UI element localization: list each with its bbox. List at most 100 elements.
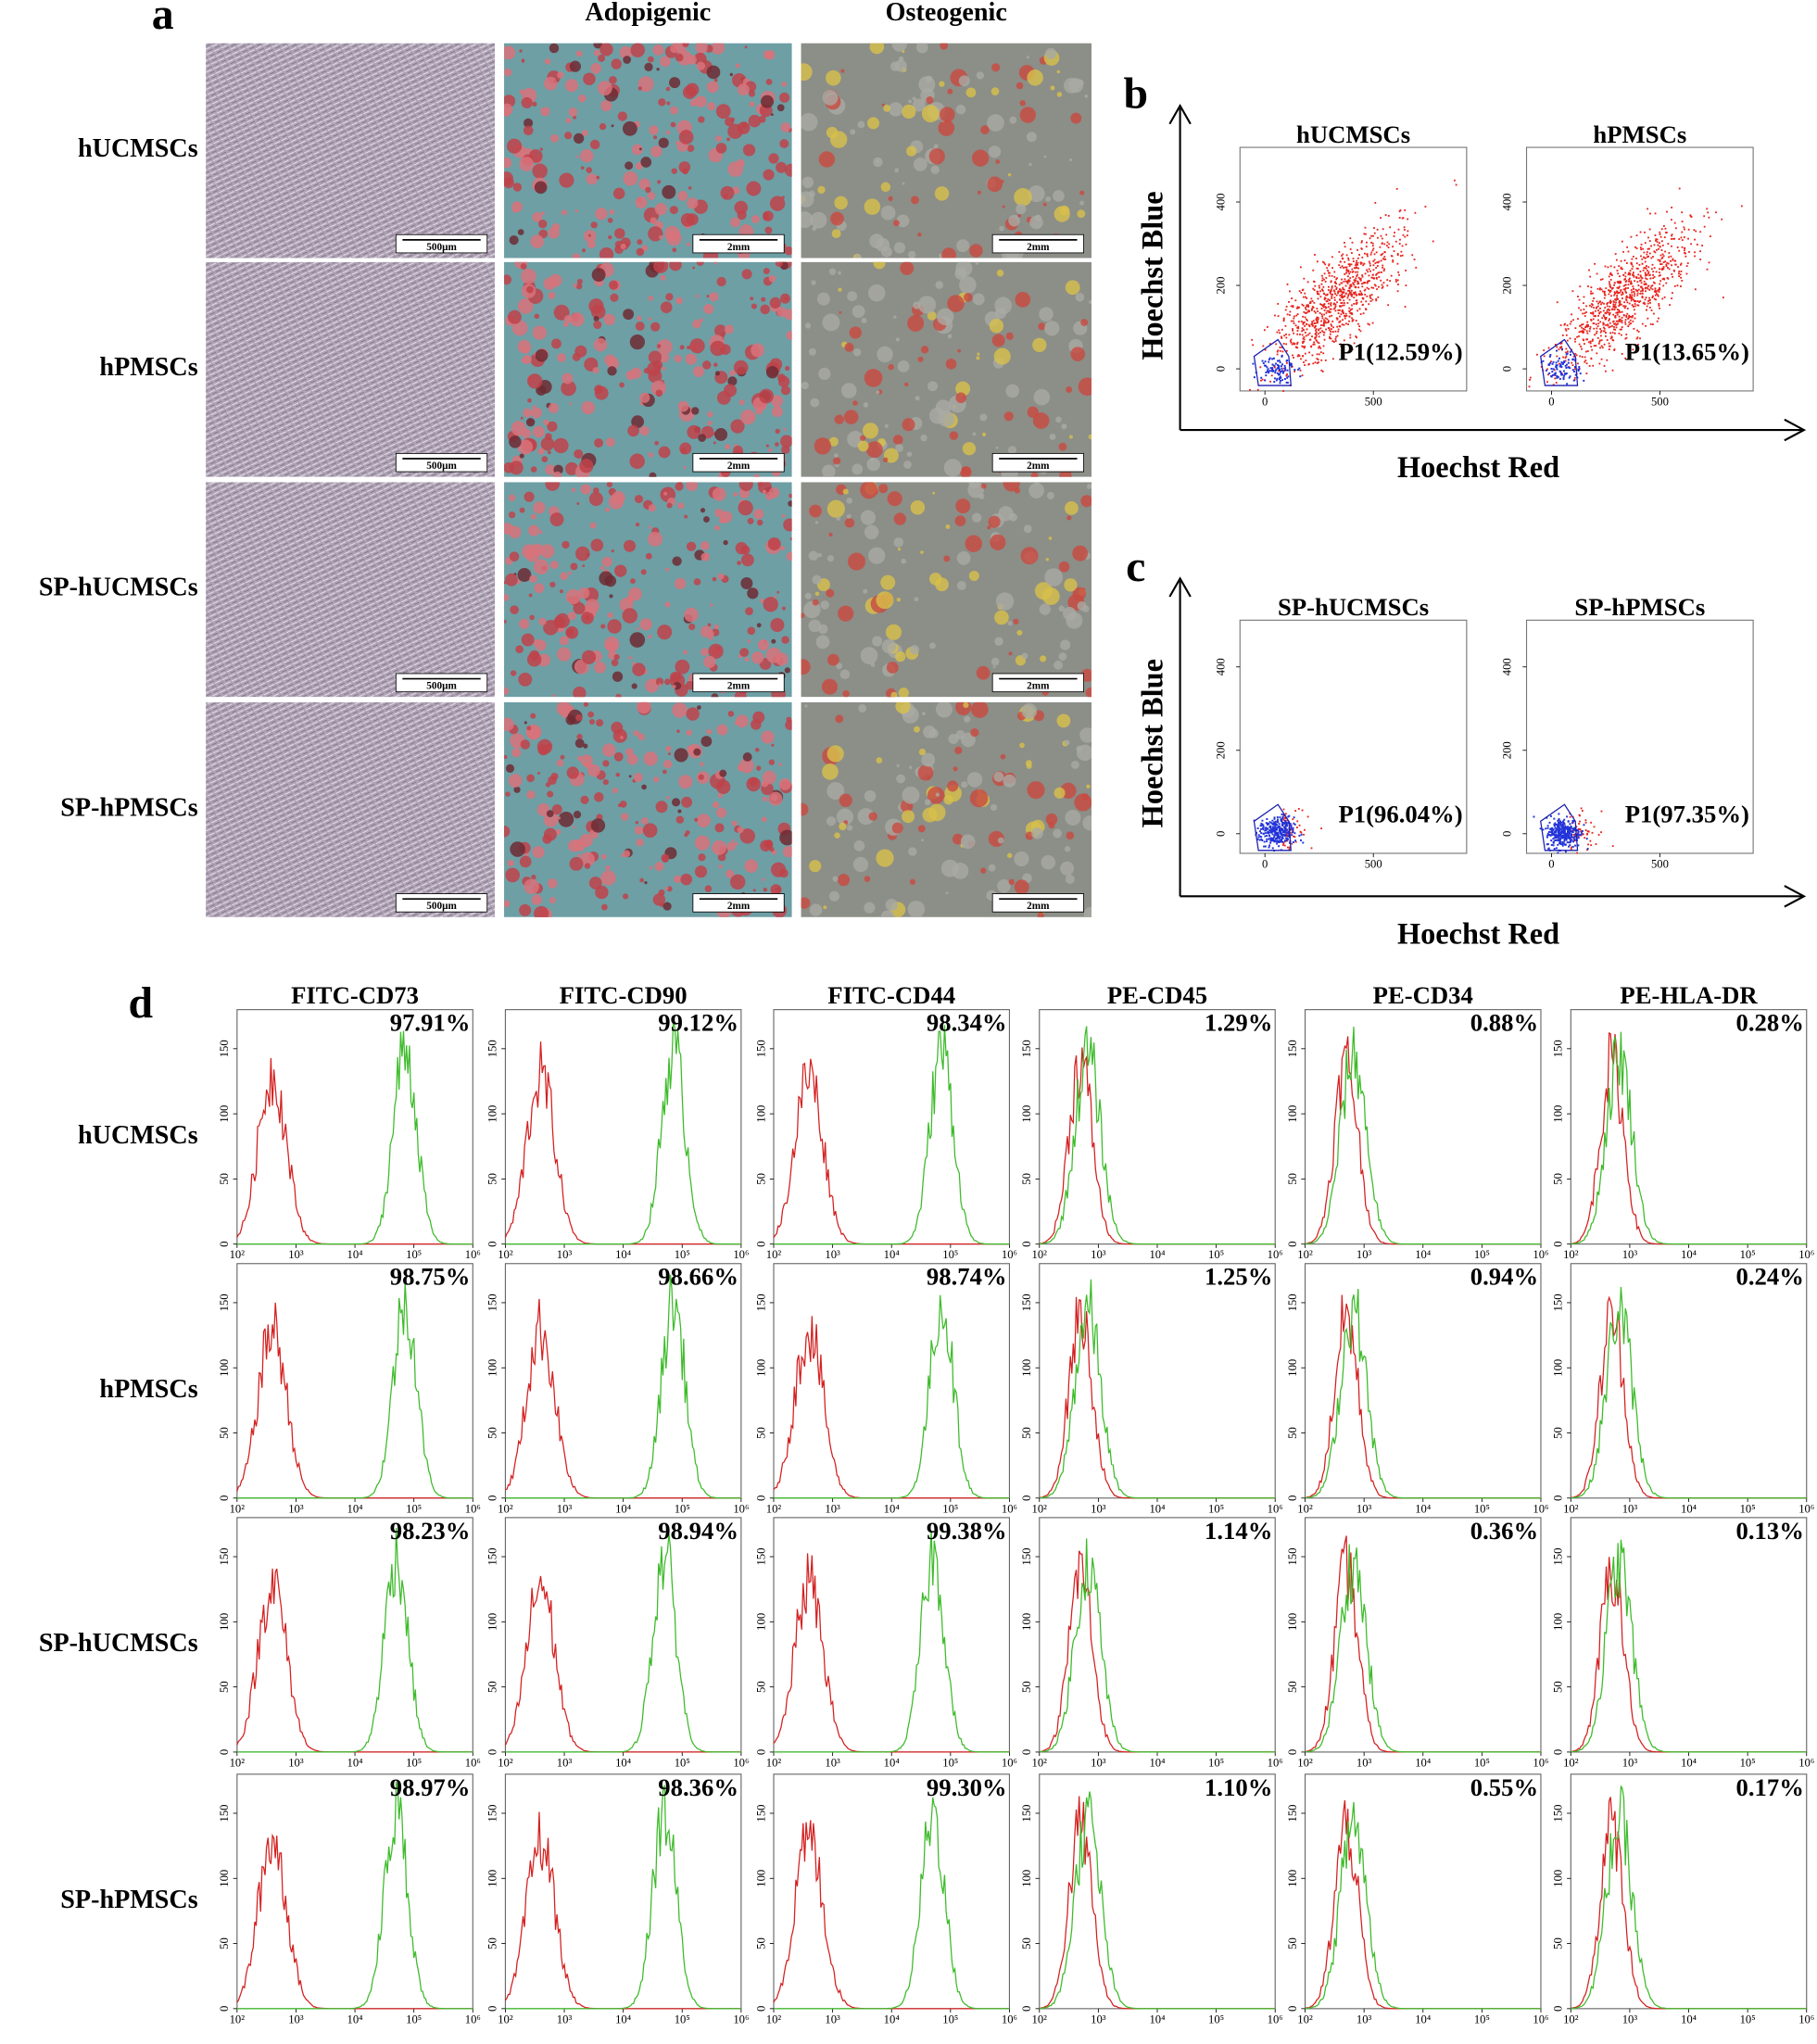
- event-dot: [1316, 260, 1319, 263]
- stain: [979, 413, 988, 422]
- stain: [641, 784, 647, 790]
- event-dot: [1647, 236, 1649, 239]
- event-dot: [1270, 828, 1273, 831]
- event-dot: [1631, 297, 1634, 300]
- micrograph-content: [504, 482, 792, 698]
- event-dot: [1648, 273, 1651, 276]
- event-dot: [1558, 348, 1560, 351]
- event-dot: [1550, 360, 1552, 363]
- event-dot: [1283, 839, 1286, 842]
- event-dot: [1399, 209, 1402, 211]
- event-dot: [1345, 254, 1348, 257]
- event-dot: [1607, 311, 1609, 314]
- stain: [780, 122, 791, 132]
- event-dot: [1274, 833, 1277, 836]
- event-dot: [1278, 835, 1281, 838]
- stain: [909, 878, 916, 885]
- event-dot: [1581, 347, 1583, 350]
- event-dot: [1396, 252, 1399, 255]
- event-dot: [1300, 839, 1303, 841]
- event-dot: [1293, 317, 1295, 320]
- event-dot: [1301, 303, 1304, 306]
- event-dot: [1279, 349, 1281, 352]
- stain: [860, 482, 878, 499]
- event-dot: [1397, 271, 1400, 273]
- event-dot: [1694, 251, 1696, 254]
- stain: [844, 518, 855, 528]
- stain: [638, 147, 642, 151]
- event-dot: [1345, 266, 1348, 269]
- event-dot: [1302, 322, 1305, 325]
- event-dot: [1611, 369, 1614, 372]
- event-dot: [1603, 330, 1606, 333]
- micrograph: 2mm: [504, 43, 792, 259]
- x-tick-label: 10⁶: [1533, 1502, 1548, 1515]
- y-tick-label: 50: [754, 1427, 767, 1439]
- event-dot: [1555, 364, 1558, 367]
- stain: [1061, 423, 1067, 430]
- stain: [614, 564, 627, 577]
- stain: [648, 296, 654, 301]
- stain: [955, 104, 966, 115]
- stain: [660, 56, 671, 68]
- event-dot: [1381, 237, 1383, 240]
- event-dot: [1279, 332, 1281, 334]
- event-dot: [1557, 852, 1559, 854]
- event-dot: [1393, 250, 1395, 252]
- event-dot: [1375, 267, 1378, 269]
- event-dot: [1332, 289, 1335, 292]
- stain: [586, 173, 598, 185]
- event-dot: [1636, 329, 1638, 332]
- stain: [864, 789, 877, 802]
- stain: [823, 905, 827, 910]
- stain: [812, 574, 822, 585]
- x-tick-label: 10⁵: [675, 1756, 690, 1769]
- event-dot: [1579, 285, 1582, 288]
- event-dot: [1562, 378, 1565, 381]
- stain: [590, 221, 598, 229]
- event-dot: [1612, 305, 1615, 308]
- histogram: [236, 1568, 473, 1753]
- stain: [654, 862, 664, 872]
- stain: [812, 599, 819, 606]
- event-dot: [1650, 245, 1652, 247]
- event-dot: [1321, 370, 1324, 372]
- stain: [960, 834, 976, 850]
- stain: [511, 421, 526, 436]
- x-tick-label: 10²: [1563, 1502, 1579, 1515]
- event-dot: [1624, 281, 1627, 284]
- event-dot: [1563, 839, 1566, 841]
- event-dot: [1569, 815, 1571, 818]
- event-dot: [1325, 311, 1328, 314]
- event-dot: [1308, 302, 1311, 305]
- event-dot: [1287, 835, 1290, 838]
- event-dot: [1280, 370, 1282, 372]
- event-dot: [1343, 267, 1344, 269]
- stain: [954, 515, 966, 527]
- stain: [1027, 781, 1045, 800]
- stain: [757, 638, 769, 651]
- micrograph: 2mm: [801, 261, 1092, 477]
- event-dot: [1639, 271, 1642, 272]
- stain: [972, 512, 982, 523]
- event-dot: [1577, 318, 1579, 321]
- event-dot: [1378, 276, 1381, 278]
- stain: [675, 482, 684, 491]
- event-dot: [1323, 298, 1326, 301]
- stain: [898, 56, 904, 62]
- event-dot: [1265, 822, 1268, 825]
- event-dot: [1561, 842, 1564, 845]
- event-dot: [1285, 823, 1288, 826]
- stain: [1065, 809, 1081, 826]
- event-dot: [1259, 825, 1262, 827]
- event-dot: [1640, 279, 1642, 282]
- event-dot: [1332, 302, 1335, 305]
- stain: [822, 464, 836, 477]
- event-dot: [1339, 320, 1342, 322]
- event-dot: [1584, 343, 1585, 345]
- event-dot: [1317, 297, 1319, 300]
- event-dot: [1301, 330, 1304, 333]
- event-dot: [1279, 380, 1281, 383]
